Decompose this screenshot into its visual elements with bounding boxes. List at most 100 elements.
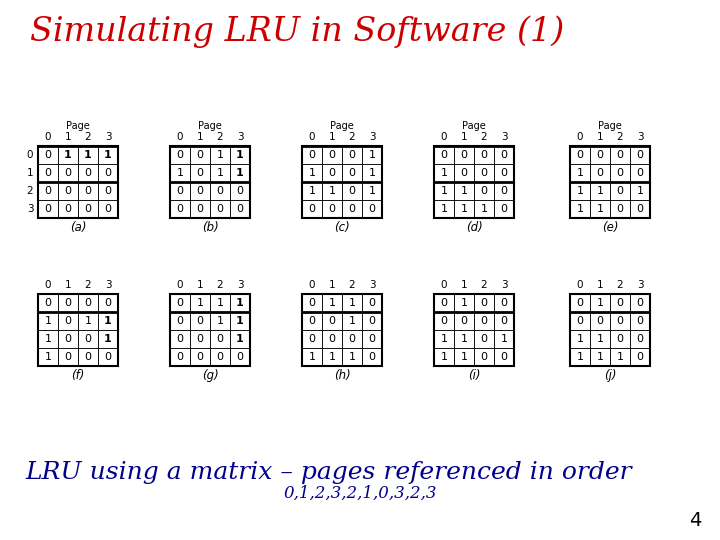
- Text: 1: 1: [217, 298, 223, 308]
- Text: 0: 0: [348, 150, 356, 160]
- Bar: [302, 330, 322, 348]
- Text: 1: 1: [217, 150, 223, 160]
- Bar: [494, 146, 514, 164]
- Bar: [342, 182, 362, 200]
- Text: 2: 2: [617, 280, 624, 290]
- Text: 1: 1: [348, 352, 356, 362]
- Bar: [98, 312, 118, 330]
- Bar: [630, 330, 650, 348]
- Bar: [342, 330, 362, 348]
- Text: 1: 1: [596, 352, 603, 362]
- Text: 0: 0: [500, 186, 508, 196]
- Text: 0: 0: [500, 204, 508, 214]
- Text: 1: 1: [577, 168, 583, 178]
- Text: 1: 1: [596, 298, 603, 308]
- Text: 2: 2: [348, 132, 355, 142]
- Bar: [454, 164, 474, 182]
- Text: 1: 1: [441, 204, 448, 214]
- Bar: [210, 348, 230, 366]
- Text: 0: 0: [308, 316, 315, 326]
- Text: 1: 1: [308, 352, 315, 362]
- Text: 0: 0: [636, 352, 644, 362]
- Text: 0: 0: [480, 150, 487, 160]
- Text: 0: 0: [104, 352, 112, 362]
- Text: 0: 0: [197, 168, 204, 178]
- Text: (e): (e): [602, 220, 618, 233]
- Text: 1: 1: [348, 298, 356, 308]
- Bar: [322, 146, 342, 164]
- Text: 0: 0: [176, 280, 184, 290]
- Text: 2: 2: [85, 280, 91, 290]
- Text: 0: 0: [577, 280, 583, 290]
- Text: 0: 0: [328, 168, 336, 178]
- Text: Page: Page: [330, 121, 354, 131]
- Text: 0: 0: [84, 298, 91, 308]
- Text: 0: 0: [596, 150, 603, 160]
- Text: 0: 0: [45, 298, 52, 308]
- Text: 0: 0: [197, 316, 204, 326]
- Bar: [78, 200, 98, 218]
- Text: 0: 0: [65, 298, 71, 308]
- Bar: [494, 312, 514, 330]
- Bar: [302, 348, 322, 366]
- Bar: [190, 312, 210, 330]
- Bar: [342, 146, 362, 164]
- Text: 0: 0: [596, 316, 603, 326]
- Bar: [58, 182, 78, 200]
- Bar: [190, 146, 210, 164]
- Text: 0: 0: [636, 150, 644, 160]
- Bar: [302, 294, 382, 366]
- Bar: [190, 294, 210, 312]
- Bar: [434, 200, 454, 218]
- Bar: [434, 348, 454, 366]
- Bar: [38, 348, 58, 366]
- Text: 0: 0: [441, 298, 448, 308]
- Text: 0: 0: [45, 186, 52, 196]
- Text: 0: 0: [45, 150, 52, 160]
- Text: (b): (b): [202, 220, 218, 233]
- Bar: [322, 164, 342, 182]
- Bar: [322, 348, 342, 366]
- Text: 1: 1: [441, 186, 448, 196]
- Text: 3: 3: [636, 132, 643, 142]
- Bar: [610, 312, 630, 330]
- Text: 1: 1: [500, 334, 508, 344]
- Text: 0: 0: [348, 204, 356, 214]
- Bar: [98, 146, 118, 164]
- Text: 1: 1: [217, 168, 223, 178]
- Text: 1: 1: [441, 168, 448, 178]
- Bar: [210, 146, 230, 164]
- Bar: [190, 330, 210, 348]
- Text: Page: Page: [462, 121, 486, 131]
- Bar: [434, 294, 514, 366]
- Text: 1: 1: [308, 186, 315, 196]
- Text: 0: 0: [27, 150, 33, 160]
- Bar: [322, 330, 342, 348]
- Text: (i): (i): [468, 368, 480, 381]
- Bar: [494, 164, 514, 182]
- Text: 0: 0: [217, 204, 223, 214]
- Bar: [454, 200, 474, 218]
- Text: 0: 0: [480, 334, 487, 344]
- Text: 0: 0: [309, 132, 315, 142]
- Text: 0: 0: [197, 204, 204, 214]
- Text: 0: 0: [45, 132, 51, 142]
- Bar: [474, 200, 494, 218]
- Bar: [230, 294, 250, 312]
- Text: 0: 0: [236, 186, 243, 196]
- Bar: [434, 146, 454, 164]
- Bar: [98, 200, 118, 218]
- Text: 2: 2: [217, 280, 223, 290]
- Bar: [590, 312, 610, 330]
- Text: 1: 1: [329, 280, 336, 290]
- Bar: [170, 294, 190, 312]
- Text: 0: 0: [176, 186, 184, 196]
- Bar: [170, 200, 190, 218]
- Text: 0: 0: [84, 204, 91, 214]
- Text: 0: 0: [636, 168, 644, 178]
- Bar: [58, 200, 78, 218]
- Bar: [590, 348, 610, 366]
- Bar: [362, 200, 382, 218]
- Text: 1: 1: [596, 204, 603, 214]
- Text: 0: 0: [84, 168, 91, 178]
